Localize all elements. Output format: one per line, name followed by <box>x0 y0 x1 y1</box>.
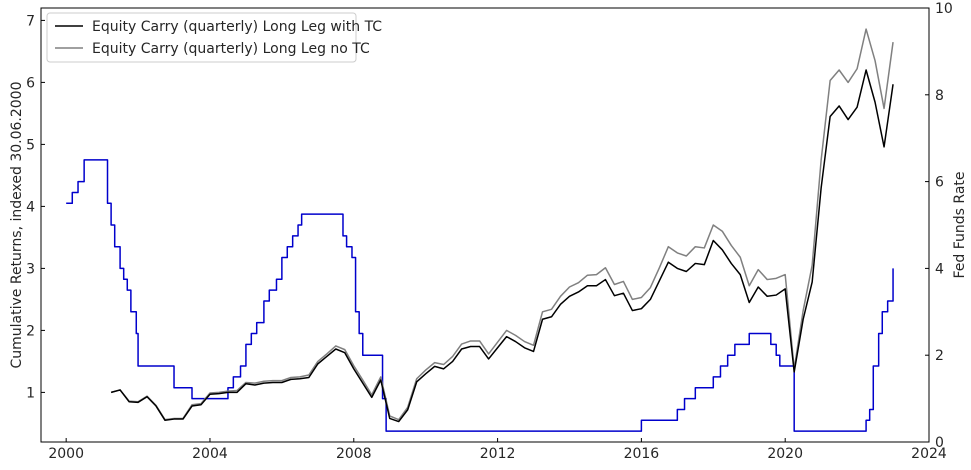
y2-tick-label: 8 <box>935 88 944 104</box>
y2-tick-label: 6 <box>935 175 944 191</box>
legend-label-no-tc: Equity Carry (quarterly) Long Leg no TC <box>92 41 370 57</box>
series-line-fed-funds <box>66 159 894 432</box>
y-axis-right: 0 2 4 6 8 10 <box>925 1 953 451</box>
series-line-no-tc <box>110 28 894 421</box>
y-tick-label: 7 <box>26 13 35 29</box>
y-tick-label: 6 <box>26 75 35 91</box>
series-layer <box>66 28 894 432</box>
x-tick-label: 2008 <box>336 446 372 462</box>
y2-tick-label: 2 <box>935 348 944 364</box>
x-tick-label: 2004 <box>192 446 228 462</box>
x-axis: 2000 2004 2008 2012 2016 2020 2024 <box>48 438 947 462</box>
legend-label-with-tc: Equity Carry (quarterly) Long Leg with T… <box>92 19 382 35</box>
legend-box <box>46 12 357 63</box>
y2-tick-label: 4 <box>935 261 944 277</box>
y-tick-label: 2 <box>26 323 35 339</box>
y-axis-title: Cumulative Returns, indexed 30.06.2000 <box>9 82 25 369</box>
x-tick-label: 2020 <box>767 446 803 462</box>
x-tick-label: 2012 <box>480 446 516 462</box>
plot-area <box>40 7 930 443</box>
legend: Equity Carry (quarterly) Long Leg with T… <box>46 12 382 63</box>
y-tick-label: 3 <box>26 261 35 277</box>
y-tick-label: 5 <box>26 137 35 153</box>
y2-tick-label: 10 <box>935 1 953 17</box>
x-tick-label: 2016 <box>624 446 660 462</box>
y-tick-label: 1 <box>26 385 35 401</box>
y2-axis-title: Fed Funds Rate <box>952 171 968 278</box>
y2-tick-label: 0 <box>935 435 944 451</box>
y-tick-label: 4 <box>26 199 35 215</box>
y-axis-left: 1 2 3 4 5 6 7 <box>26 13 45 401</box>
x-tick-label: 2024 <box>911 446 947 462</box>
x-tick-label: 2000 <box>48 446 84 462</box>
series-line-with-tc <box>110 69 894 423</box>
